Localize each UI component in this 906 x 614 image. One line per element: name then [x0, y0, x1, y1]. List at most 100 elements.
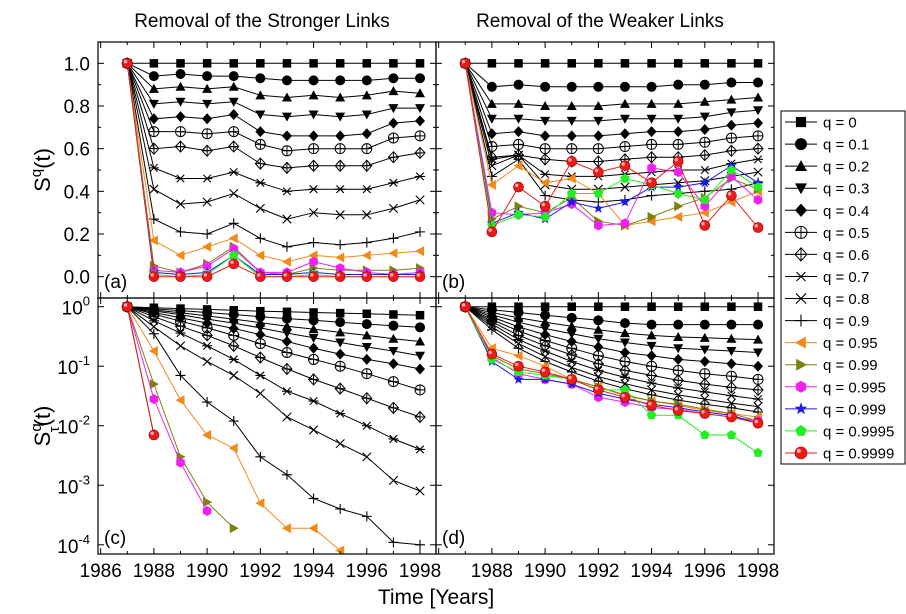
data-point [308, 90, 319, 100]
data-point [415, 59, 425, 68]
data-point [228, 218, 239, 229]
series-line [126, 306, 421, 492]
data-point [149, 379, 159, 390]
data-point [334, 143, 346, 155]
legend-item: q = 0.8 [785, 291, 869, 308]
data-point [646, 81, 657, 92]
series-0.7 [122, 59, 426, 196]
data-point [415, 226, 426, 237]
data-point [281, 145, 293, 157]
data-point [174, 319, 187, 333]
x-tick-label: 1998 [399, 561, 441, 582]
data-point [647, 162, 656, 173]
data-point [414, 410, 426, 424]
data-point [725, 132, 737, 144]
data-point [540, 302, 550, 311]
data-point [593, 101, 604, 110]
data-point [388, 73, 399, 84]
y-tick-label: 0.2 [64, 225, 90, 246]
series-line [464, 306, 759, 413]
data-point [672, 364, 684, 376]
data-point [308, 324, 319, 334]
data-point [388, 333, 399, 343]
data-point [308, 493, 319, 504]
data-point [148, 126, 160, 138]
data-point [699, 345, 710, 355]
legend-item: q = 0 [785, 115, 857, 132]
data-point [308, 237, 319, 248]
data-point [228, 329, 240, 341]
data-point [514, 302, 523, 311]
data-point [566, 196, 577, 207]
data-point [594, 220, 603, 231]
data-point [725, 144, 738, 158]
data-point [593, 166, 604, 178]
series-line [464, 63, 759, 190]
data-point [335, 348, 346, 360]
data-point [255, 311, 266, 322]
data-point [362, 309, 372, 319]
data-point [699, 368, 711, 380]
series-line [127, 306, 421, 370]
data-point [619, 196, 631, 207]
data-point [281, 271, 293, 282]
data-point [620, 59, 630, 68]
data-point [619, 328, 630, 338]
series-line [126, 306, 208, 512]
data-point [202, 241, 212, 252]
series-line [465, 306, 759, 341]
data-point [334, 382, 346, 395]
data-point [388, 475, 399, 486]
data-point [673, 114, 684, 124]
data-point [753, 182, 763, 192]
data-point [592, 155, 605, 168]
data-point [699, 79, 710, 90]
y-tick-label: 1.0 [64, 54, 90, 75]
data-point [566, 130, 577, 142]
data-point [753, 348, 764, 358]
data-point [593, 130, 604, 142]
data-point [593, 384, 604, 396]
data-point [619, 81, 630, 92]
data-point [699, 186, 710, 197]
data-point [752, 142, 764, 155]
data-point [699, 408, 711, 419]
data-point [282, 214, 292, 224]
data-point [566, 348, 578, 362]
data-point [388, 537, 399, 548]
data-point [202, 261, 212, 271]
data-point [566, 321, 577, 331]
data-point [646, 400, 657, 411]
data-point [673, 344, 684, 354]
panel-c: 100 10-1 10-2 10-3 10-4 (c) [57, 294, 437, 558]
x-tick-label: 1988 [133, 561, 175, 582]
data-point [388, 117, 399, 129]
data-point [619, 373, 630, 382]
data-point [361, 368, 373, 380]
data-point [388, 203, 399, 214]
data-point [148, 429, 160, 441]
data-point [620, 173, 630, 183]
data-point [175, 97, 186, 107]
data-point [415, 88, 426, 98]
data-point [727, 59, 736, 68]
data-point [414, 384, 426, 396]
data-point [415, 195, 425, 205]
data-point [308, 425, 319, 435]
data-point [753, 447, 763, 457]
data-point [229, 188, 239, 199]
data-point [672, 156, 684, 167]
data-point [486, 348, 498, 360]
data-point [539, 200, 551, 212]
series-line [126, 306, 155, 436]
series-line [464, 63, 759, 122]
data-point [281, 329, 292, 339]
data-point [255, 250, 265, 261]
legend-label: q = 0.8 [823, 291, 869, 308]
data-point [513, 209, 524, 219]
data-point [726, 347, 737, 357]
data-point [699, 220, 711, 231]
data-point [228, 140, 240, 153]
legend-label: q = 0.99 [823, 357, 878, 374]
data-point [753, 92, 764, 102]
